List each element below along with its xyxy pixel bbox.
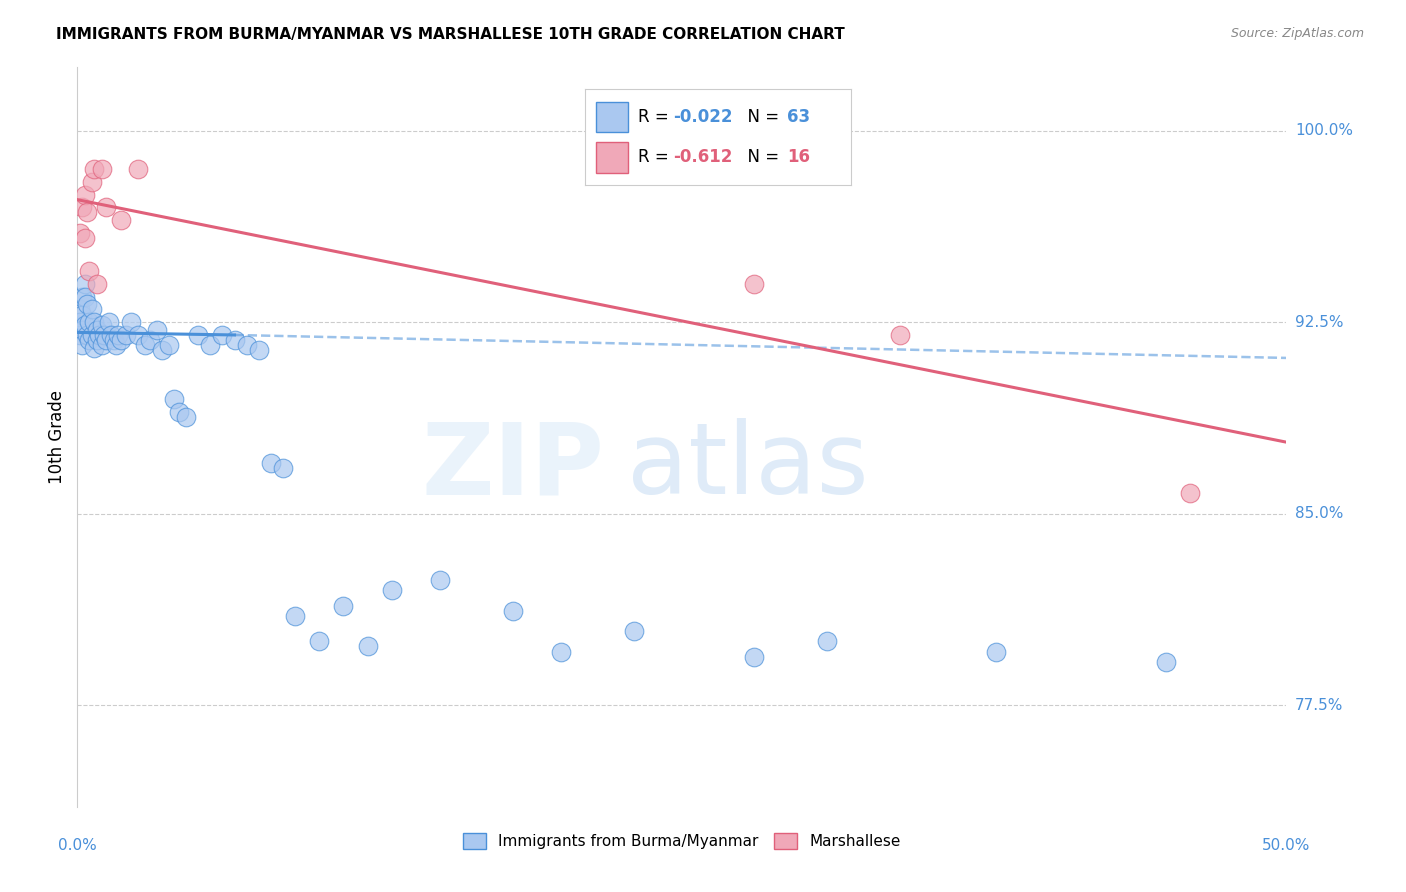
Point <box>211 328 233 343</box>
Point <box>79 264 101 278</box>
Point <box>73 290 96 304</box>
Point <box>86 323 108 337</box>
Point <box>332 599 354 613</box>
Point <box>187 328 209 343</box>
Point <box>284 608 307 623</box>
Point <box>815 634 838 648</box>
Point <box>134 338 156 352</box>
Point <box>235 338 257 352</box>
Point <box>107 328 129 343</box>
Point <box>80 302 103 317</box>
Point <box>83 341 105 355</box>
Text: 92.5%: 92.5% <box>1295 315 1343 330</box>
Point <box>70 338 93 352</box>
Point <box>90 318 112 332</box>
Point <box>110 213 132 227</box>
Point <box>73 187 96 202</box>
Point <box>70 200 93 214</box>
Point <box>623 624 645 639</box>
Point <box>70 290 93 304</box>
Point <box>79 315 101 329</box>
Point <box>150 343 173 358</box>
Y-axis label: 10th Grade: 10th Grade <box>48 390 66 484</box>
Point <box>139 333 162 347</box>
Point <box>1154 655 1177 669</box>
Point <box>87 328 110 343</box>
Point <box>100 328 122 343</box>
Text: IMMIGRANTS FROM BURMA/MYANMAR VS MARSHALLESE 10TH GRADE CORRELATION CHART: IMMIGRANTS FROM BURMA/MYANMAR VS MARSHAL… <box>56 27 845 42</box>
Point <box>986 644 1008 658</box>
Point <box>146 323 169 337</box>
Point <box>86 333 108 347</box>
Point <box>502 604 524 618</box>
Point <box>120 315 142 329</box>
Point <box>744 277 766 291</box>
Point <box>889 328 911 343</box>
Point <box>110 333 132 347</box>
Point <box>224 333 246 347</box>
Point <box>247 343 270 358</box>
Point <box>429 573 451 587</box>
Point <box>174 409 197 424</box>
Point <box>127 328 149 343</box>
Point <box>1178 486 1201 500</box>
Text: 77.5%: 77.5% <box>1295 698 1343 713</box>
Point <box>69 302 91 317</box>
Point <box>70 308 93 322</box>
Text: 85.0%: 85.0% <box>1295 506 1343 521</box>
Text: 0.0%: 0.0% <box>58 838 97 853</box>
Point <box>76 328 98 343</box>
Point <box>90 338 112 352</box>
Point <box>381 583 404 598</box>
Point <box>127 161 149 176</box>
Point <box>70 323 93 337</box>
Point <box>167 404 190 418</box>
Point <box>356 640 378 654</box>
Point <box>163 392 186 406</box>
Point <box>271 460 294 475</box>
Point <box>73 277 96 291</box>
Text: 50.0%: 50.0% <box>1263 838 1310 853</box>
Point <box>96 333 118 347</box>
Point <box>308 634 330 648</box>
Point <box>96 200 118 214</box>
Point <box>79 333 101 347</box>
Point <box>105 338 128 352</box>
Point <box>200 338 222 352</box>
Text: ZIP: ZIP <box>422 418 605 516</box>
Text: Source: ZipAtlas.com: Source: ZipAtlas.com <box>1230 27 1364 40</box>
Legend: Immigrants from Burma/Myanmar, Marshallese: Immigrants from Burma/Myanmar, Marshalle… <box>457 827 907 855</box>
Point <box>744 649 766 664</box>
Point <box>103 333 125 347</box>
Point <box>69 328 91 343</box>
Point <box>157 338 180 352</box>
Point <box>83 161 105 176</box>
Point <box>80 175 103 189</box>
Point <box>73 231 96 245</box>
Point <box>76 205 98 219</box>
Point <box>80 328 103 343</box>
Point <box>114 328 136 343</box>
Text: 100.0%: 100.0% <box>1295 123 1353 138</box>
Point <box>69 226 91 240</box>
Point <box>93 328 115 343</box>
Point <box>73 318 96 332</box>
Point <box>90 161 112 176</box>
Text: atlas: atlas <box>627 418 869 516</box>
Point <box>76 297 98 311</box>
Point <box>86 277 108 291</box>
Point <box>83 315 105 329</box>
Point <box>97 315 120 329</box>
Point <box>550 644 572 658</box>
Point <box>260 456 283 470</box>
Point <box>69 315 91 329</box>
